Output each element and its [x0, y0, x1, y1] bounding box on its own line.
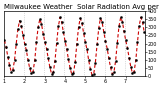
Text: Milwaukee Weather  Solar Radiation Avg per Day W/m²/minute: Milwaukee Weather Solar Radiation Avg pe…: [4, 3, 160, 10]
